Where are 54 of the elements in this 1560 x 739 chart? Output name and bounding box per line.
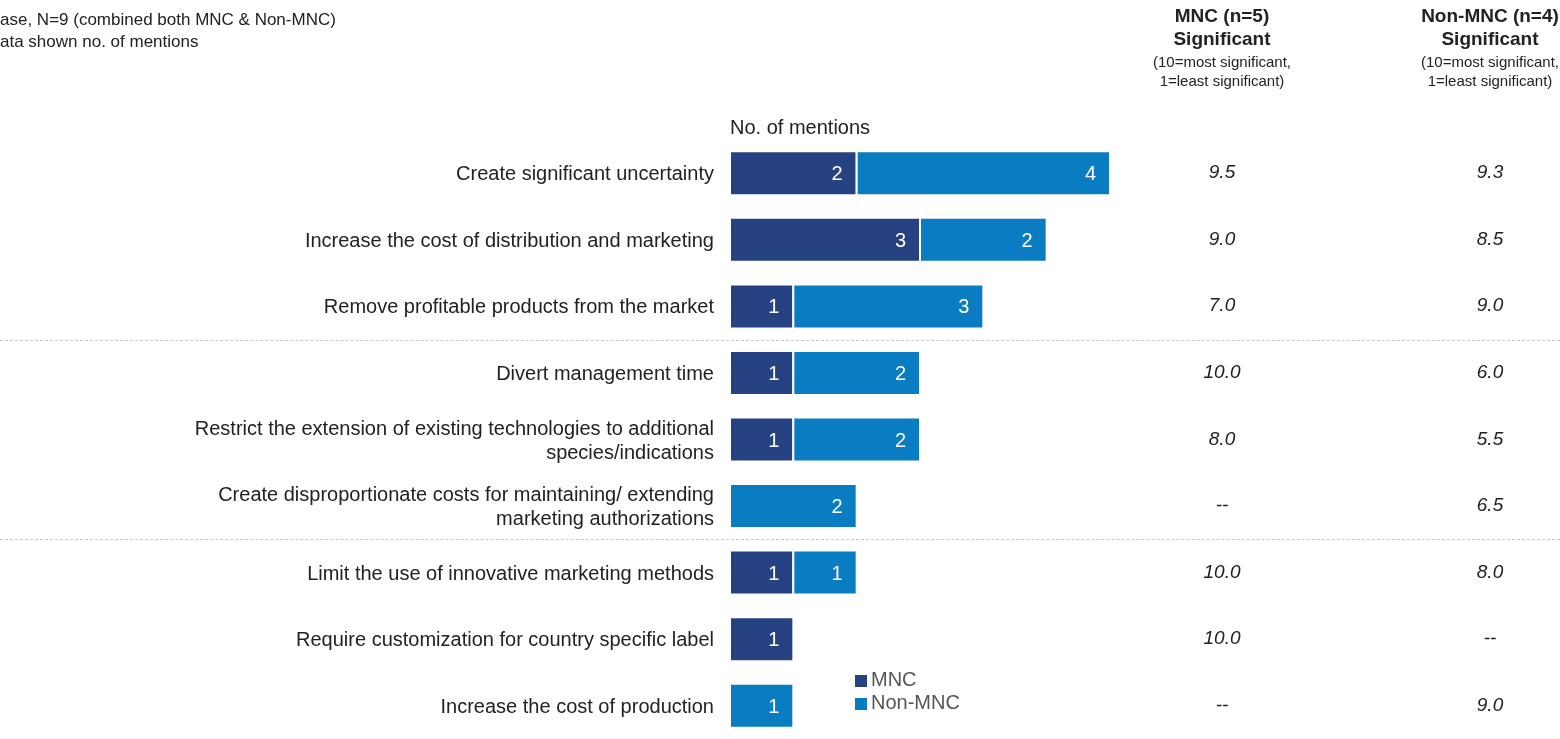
data-label: 2 [894, 362, 906, 385]
legend-label: Non-MNC [871, 691, 960, 713]
data-label: 1 [768, 561, 780, 584]
data-label: 2 [1021, 228, 1033, 251]
y-tick-label: Remove profitable products from the market [323, 295, 715, 318]
text: 10.0 [1202, 360, 1242, 383]
text: 10.0 [1202, 627, 1242, 650]
text: 10.0 [1202, 560, 1242, 583]
text: -- [1214, 693, 1230, 716]
bar [730, 682, 795, 729]
y-tick-label: Increase the cost of distribution and marketing [304, 228, 714, 251]
y-tick-label: Limit the use of innovative marketing methods [307, 561, 714, 584]
y-tick-label: Create disproportionate costs for maintaining/ extending marketing authorizations [218, 483, 714, 530]
text: 5.5 [1475, 427, 1505, 450]
data-label: 1 [831, 561, 843, 584]
x-axis-title: No. of mentions [730, 116, 871, 139]
y-tick-label: Restrict the extension of existing technologies to additional species/indications [194, 416, 714, 463]
data-label: 2 [831, 162, 843, 185]
legend-label: MNC [871, 668, 917, 690]
y-tick-label: Create significant uncertainty [456, 162, 714, 185]
text: Non-MNC (n=4) Significant [1420, 4, 1560, 50]
data-label: 1 [768, 428, 780, 451]
text: -- [1214, 494, 1230, 517]
data-label: 2 [894, 428, 906, 451]
text: (10=most significant, 1=least significant) [1152, 52, 1292, 90]
y-tick-label: Require customization for country specific label [296, 628, 714, 651]
text: 9.0 [1475, 693, 1505, 716]
data-label: 3 [894, 228, 906, 251]
text: 8.0 [1475, 560, 1505, 583]
y-tick-label: Increase the cost of production [440, 694, 714, 717]
text: 6.0 [1475, 360, 1505, 383]
text: 9.0 [1475, 294, 1505, 317]
text: 7.0 [1207, 294, 1237, 317]
data-label: 3 [958, 295, 970, 318]
text: 8.0 [1207, 427, 1237, 450]
bar [730, 483, 858, 530]
data-label: 1 [768, 694, 780, 717]
data-label: 1 [768, 362, 780, 385]
text: ata shown no. of mentions [0, 32, 199, 52]
text: 9.0 [1207, 227, 1237, 250]
text: 9.3 [1475, 161, 1505, 184]
data-label: 1 [768, 628, 780, 651]
text: MNC (n=5) Significant [1172, 4, 1272, 50]
text: (10=most significant, 1=least significant) [1420, 52, 1560, 90]
data-label: 1 [768, 295, 780, 318]
text: 8.5 [1475, 227, 1505, 250]
text: 9.5 [1207, 161, 1237, 184]
text: -- [1482, 627, 1498, 650]
text: 6.5 [1475, 494, 1505, 517]
bar [730, 616, 795, 663]
text: ase, N=9 (combined both MNC & Non-MNC) [0, 10, 336, 30]
data-label: 2 [831, 495, 843, 518]
data-label: 4 [1084, 162, 1096, 185]
y-tick-label: Divert management time [496, 361, 714, 384]
